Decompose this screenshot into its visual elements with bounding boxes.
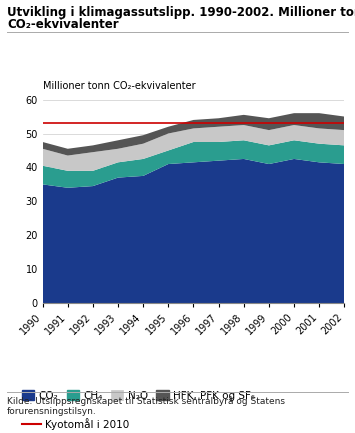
Text: Kilde: Utslippsregnskapet til Statistisk sentralbyrå og Statens
forurensningstil: Kilde: Utslippsregnskapet til Statistisk… bbox=[7, 396, 285, 417]
Text: Millioner tonn CO₂-ekvivalenter: Millioner tonn CO₂-ekvivalenter bbox=[43, 81, 195, 91]
Text: CO₂-ekvivalenter: CO₂-ekvivalenter bbox=[7, 18, 119, 31]
Text: Utvikling i klimagassutslipp. 1990-2002. Millioner tonn: Utvikling i klimagassutslipp. 1990-2002.… bbox=[7, 6, 355, 19]
Legend: Kyotomål i 2010: Kyotomål i 2010 bbox=[18, 414, 133, 433]
